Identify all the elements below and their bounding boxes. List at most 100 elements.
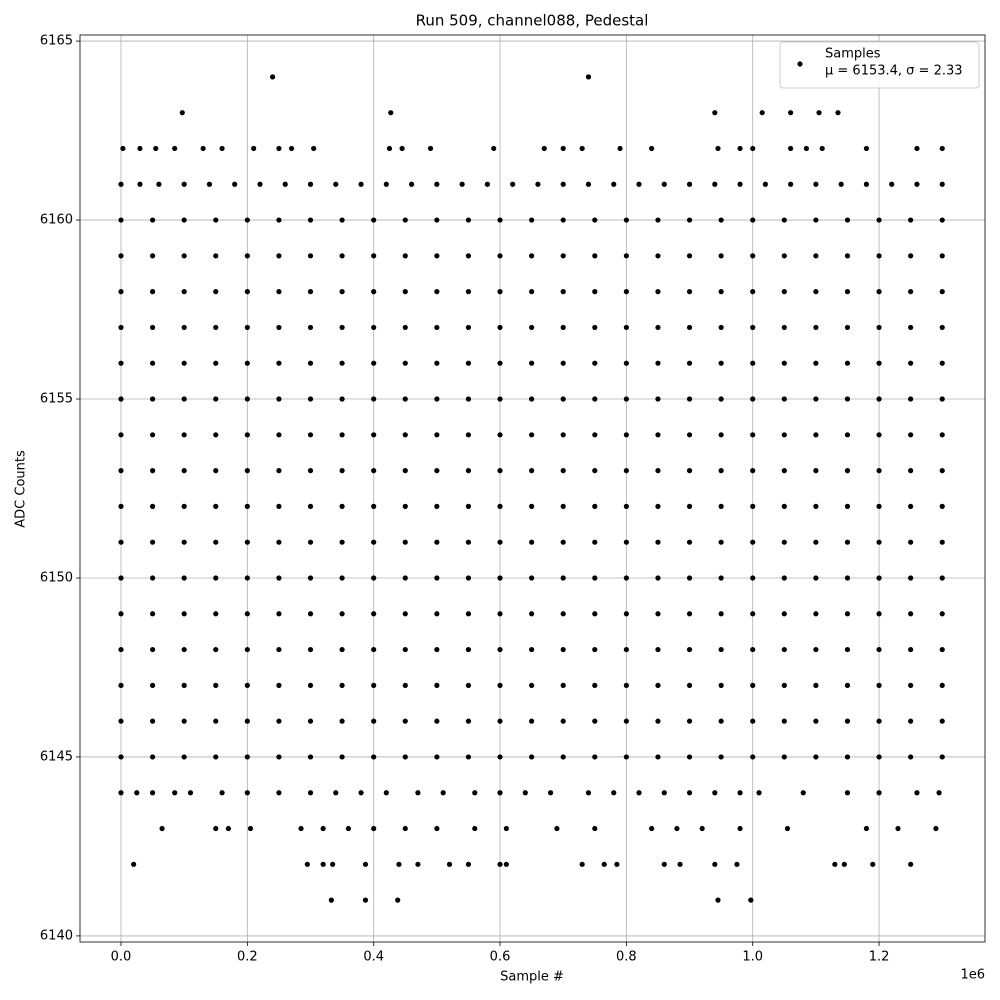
point: [908, 861, 914, 867]
point: [819, 145, 825, 152]
point: [750, 432, 756, 438]
point: [813, 217, 819, 223]
point: [623, 396, 629, 402]
point: [560, 646, 566, 653]
point: [750, 253, 756, 259]
point: [434, 289, 440, 295]
y-tick-label: 6150: [40, 570, 73, 585]
point: [908, 468, 914, 474]
point: [914, 790, 920, 796]
point: [244, 253, 250, 259]
point: [497, 575, 503, 581]
point: [118, 253, 124, 259]
point: [718, 539, 724, 545]
point: [813, 360, 819, 366]
point: [371, 289, 377, 295]
point: [358, 181, 364, 187]
point: [181, 289, 187, 295]
point: [118, 289, 124, 295]
point: [756, 790, 762, 796]
point: [529, 754, 535, 760]
point: [276, 754, 282, 760]
point: [402, 682, 408, 688]
point: [213, 575, 219, 581]
point: [655, 253, 661, 259]
point: [120, 145, 126, 152]
point: [339, 682, 345, 688]
point: [844, 539, 851, 545]
point: [844, 646, 851, 653]
point: [149, 503, 156, 509]
point: [181, 539, 187, 545]
point: [244, 432, 250, 438]
point: [686, 360, 693, 366]
point: [529, 432, 535, 438]
point: [803, 145, 810, 152]
point: [276, 539, 282, 545]
point: [118, 754, 124, 760]
point: [560, 360, 566, 366]
point: [156, 181, 162, 187]
point: [276, 253, 282, 259]
point: [611, 790, 617, 796]
point: [876, 253, 882, 259]
point: [213, 253, 219, 259]
point: [497, 718, 503, 724]
point: [655, 217, 661, 223]
point: [307, 432, 314, 438]
point: [244, 754, 250, 760]
point: [402, 289, 408, 295]
point: [149, 360, 156, 366]
point: [497, 646, 503, 653]
point: [939, 682, 945, 688]
point: [585, 74, 592, 80]
point: [748, 897, 754, 903]
point: [592, 289, 598, 295]
point: [560, 324, 566, 331]
point: [276, 575, 282, 581]
y-tick-label: 6160: [40, 213, 73, 228]
points: [118, 74, 945, 903]
point: [181, 682, 187, 688]
point: [333, 790, 339, 796]
point: [844, 253, 851, 259]
point: [330, 861, 336, 867]
point: [541, 145, 547, 152]
point: [939, 289, 945, 295]
point: [298, 825, 304, 832]
point: [908, 718, 914, 724]
point: [181, 646, 187, 653]
x-tick-label: 0.8: [616, 950, 637, 965]
point: [307, 468, 314, 474]
point: [876, 468, 882, 474]
point: [213, 503, 219, 509]
point: [781, 611, 787, 617]
point: [276, 145, 282, 152]
point: [307, 539, 314, 545]
point: [649, 145, 655, 152]
point: [560, 253, 566, 259]
point: [939, 432, 945, 438]
point: [655, 468, 661, 474]
point: [465, 289, 472, 295]
point: [307, 360, 314, 366]
point: [939, 611, 945, 617]
point: [497, 289, 503, 295]
point: [876, 611, 882, 617]
point: [529, 611, 535, 617]
point: [718, 468, 724, 474]
point: [497, 432, 503, 438]
point: [832, 861, 838, 867]
point: [939, 718, 945, 724]
point: [876, 539, 882, 545]
point: [371, 468, 377, 474]
point: [307, 289, 314, 295]
point: [402, 217, 408, 223]
point: [844, 396, 851, 402]
point: [118, 539, 124, 545]
point: [339, 360, 345, 366]
point: [339, 253, 345, 259]
point: [388, 110, 394, 116]
point: [686, 790, 693, 796]
point: [118, 468, 124, 474]
